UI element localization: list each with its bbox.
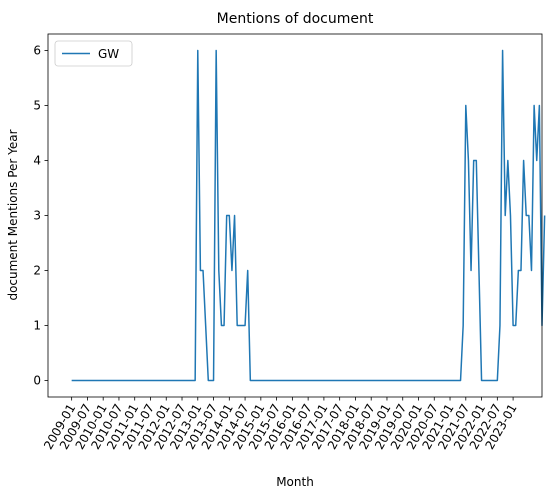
- y-tick-label-2: 2: [33, 264, 41, 278]
- plot-frame: [47, 33, 543, 398]
- y-tick-label-6: 6: [33, 44, 41, 58]
- legend-box: [54, 40, 133, 67]
- y-axis: 0 1 2 3 4 5 6: [33, 44, 48, 388]
- legend: GW: [54, 40, 133, 67]
- chart-title: Mentions of document: [217, 11, 374, 27]
- x-axis: 2009-012009-072010-012010-072011-012011-…: [41, 397, 520, 452]
- y-tick-label-1: 1: [33, 319, 41, 333]
- legend-label-gw: GW: [98, 47, 119, 61]
- series-line-gw: [71, 49, 546, 382]
- y-axis-label: document Mentions Per Year: [6, 129, 20, 300]
- y-tick-label-0: 0: [33, 374, 41, 388]
- y-tick-label-5: 5: [33, 99, 41, 113]
- plot-area: [71, 49, 546, 382]
- x-axis-label: Month: [276, 475, 314, 489]
- y-tick-label-4: 4: [33, 154, 41, 168]
- y-tick-label-3: 3: [33, 209, 41, 223]
